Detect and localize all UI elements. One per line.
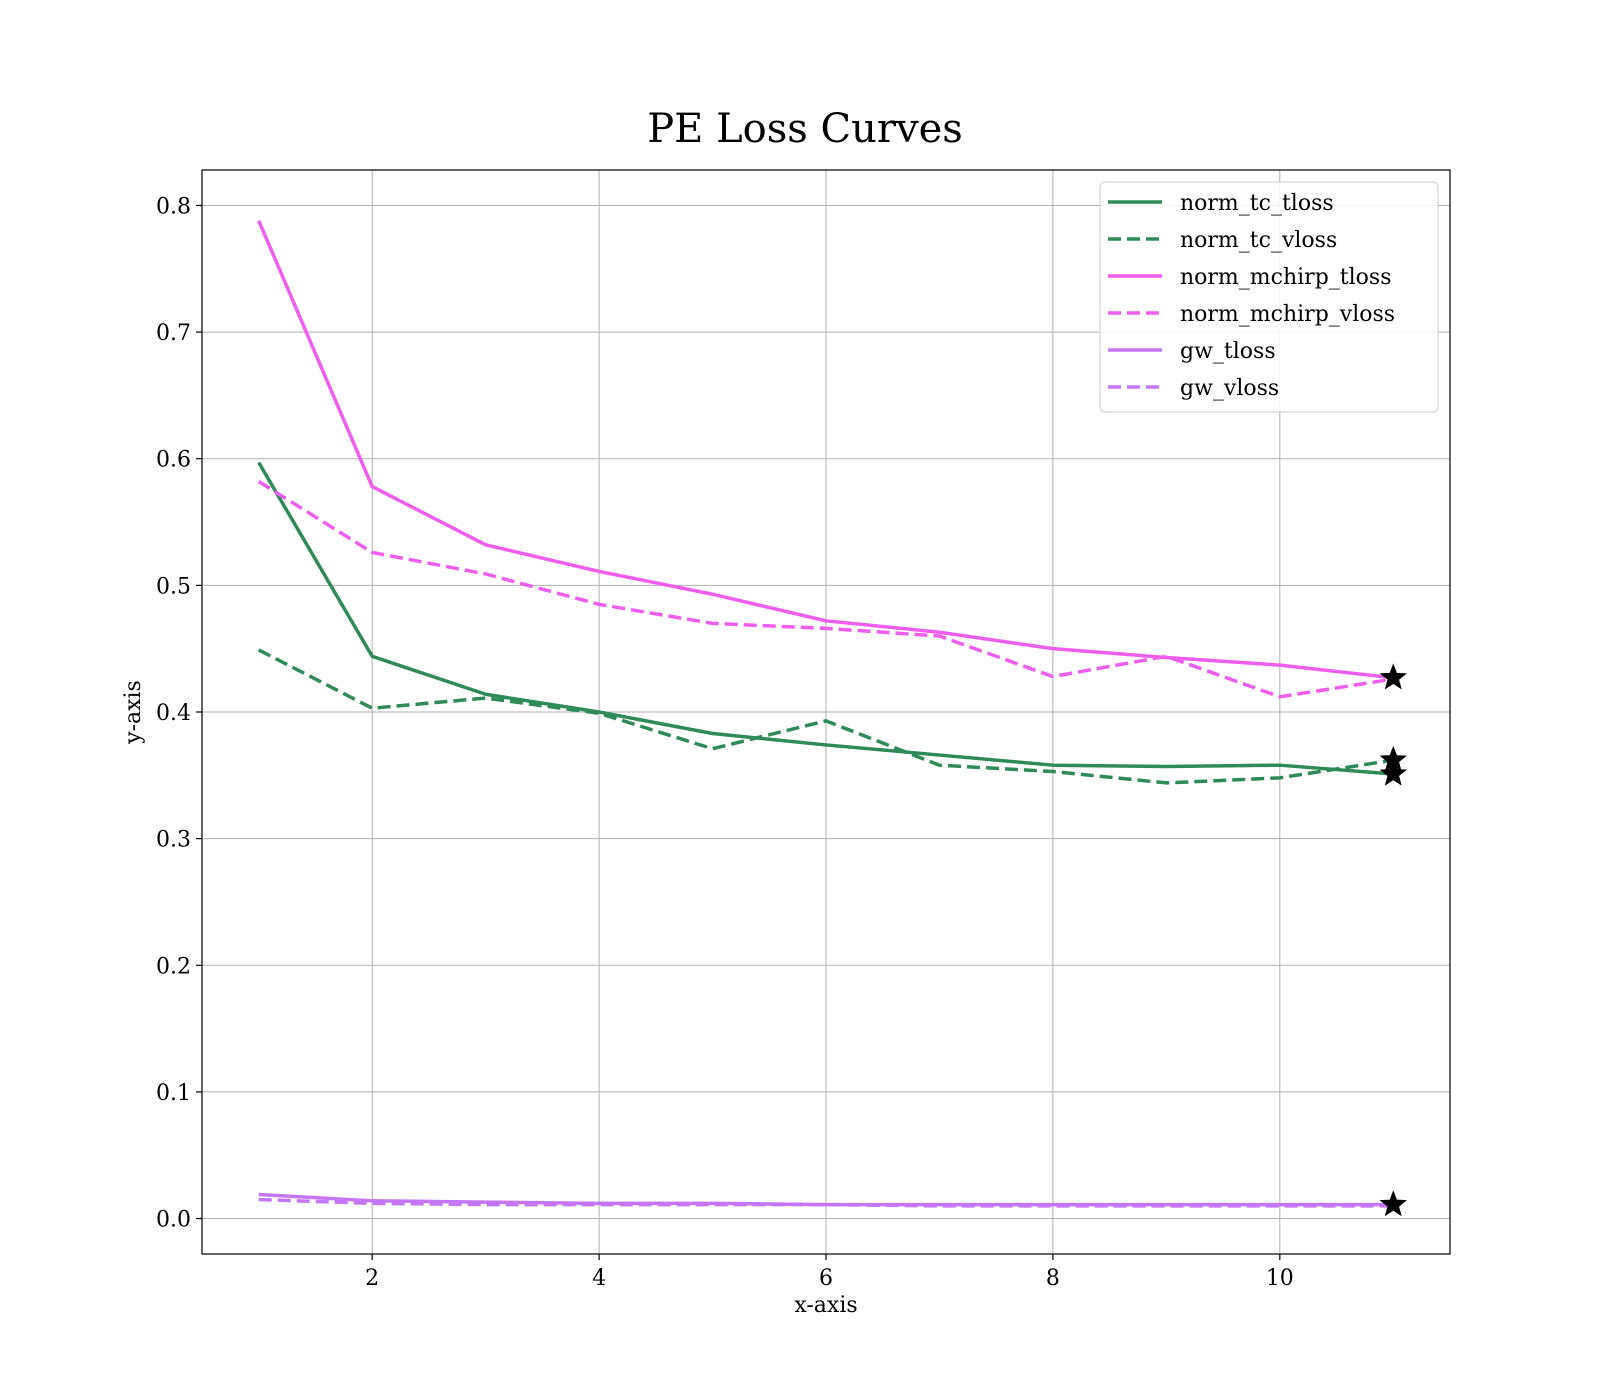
legend-label-gw-tloss: gw_tloss — [1180, 339, 1276, 364]
y-tick-label: 0.5 — [156, 574, 191, 599]
y-tick-label: 0.4 — [156, 701, 191, 726]
series-line-norm-tc-vloss — [257, 648, 1394, 785]
x-tick-label: 2 — [365, 1266, 379, 1291]
legend-label-norm-mchirp-tloss: norm_mchirp_tloss — [1180, 265, 1391, 290]
x-tick-label: 6 — [819, 1266, 833, 1291]
end-marker-norm-tc-tloss — [1379, 759, 1407, 786]
y-tick-label: 0.7 — [156, 321, 191, 346]
legend-label-norm-mchirp-vloss: norm_mchirp_vloss — [1180, 302, 1395, 327]
grid — [202, 170, 1450, 1254]
series-line-norm-tc-tloss — [257, 461, 1394, 776]
end-marker-norm-mchirp-tloss — [1379, 663, 1407, 690]
end-markers — [1379, 663, 1407, 1217]
x-tick-label: 10 — [1266, 1266, 1294, 1291]
series-lines — [257, 219, 1394, 1208]
y-tick-label: 0.2 — [156, 954, 191, 979]
chart-title: PE Loss Curves — [647, 106, 963, 152]
y-tick-label: 0.8 — [156, 194, 191, 219]
series-line-gw-tloss — [258, 1192, 1394, 1207]
end-marker-norm-tc-vloss — [1379, 745, 1407, 772]
y-tick-label: 0.1 — [156, 1081, 191, 1106]
y-axis-label: y-axis — [121, 680, 146, 745]
legend-label-gw-vloss: gw_vloss — [1180, 376, 1279, 401]
legend-label-norm-tc-vloss: norm_tc_vloss — [1180, 228, 1337, 253]
legend-box — [1099, 181, 1439, 413]
legend: norm_tc_tloss norm_tc_vloss norm_mchirp_tl… — [1099, 181, 1439, 413]
y-tick-label: 0.6 — [156, 448, 191, 473]
series-line-norm-mchirp-vloss — [257, 480, 1394, 699]
end-marker-gw-tloss — [1379, 1190, 1407, 1217]
x-tick-label: 8 — [1046, 1266, 1060, 1291]
x-tick-label: 4 — [592, 1266, 606, 1291]
legend-label-norm-tc-tloss: norm_tc_tloss — [1180, 191, 1334, 216]
axis-ticks: 2 4 6 8 10 0.0 0.1 0.2 0.3 0.4 0.5 0.6 0.7 0.8 — [156, 194, 1294, 1291]
y-tick-label: 0.0 — [156, 1208, 191, 1233]
series-line-norm-mchirp-tloss — [257, 219, 1394, 680]
y-tick-label: 0.3 — [156, 828, 191, 853]
x-axis-label: x-axis — [794, 1293, 857, 1318]
